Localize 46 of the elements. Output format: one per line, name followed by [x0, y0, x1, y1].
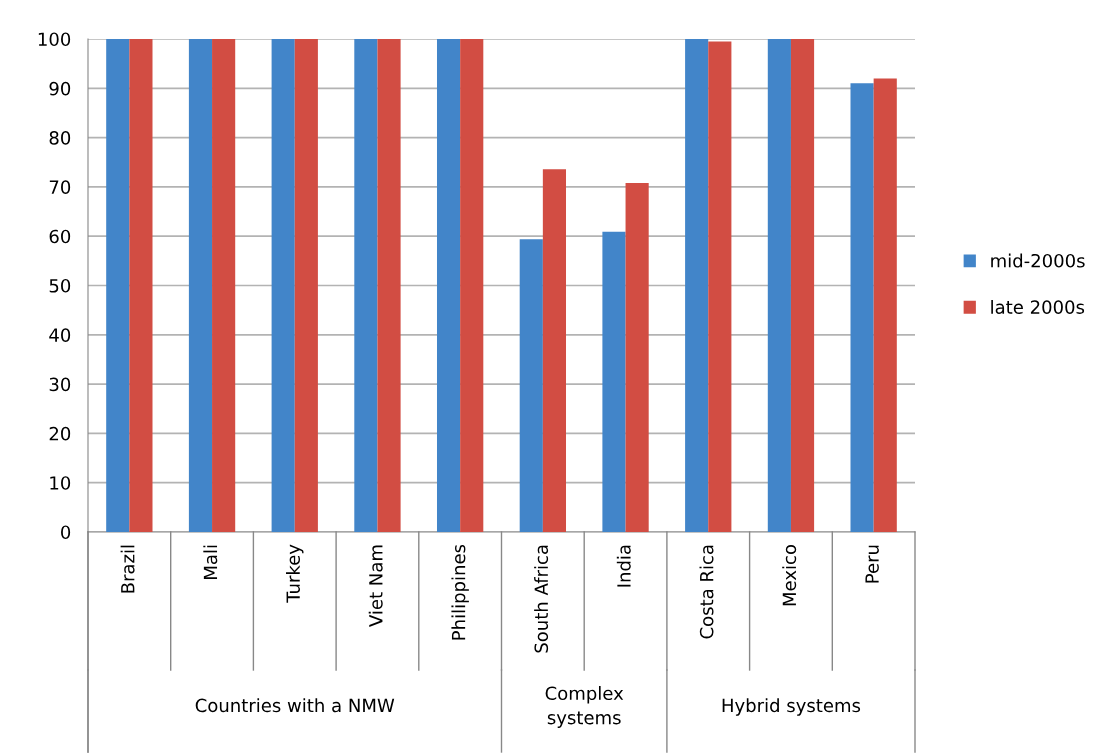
- y-tick-label: 10: [50, 476, 71, 490]
- x-tick-label: India: [616, 545, 631, 587]
- x-tick-label: Philippines: [451, 544, 469, 640]
- y-tick-label: 70: [49, 180, 71, 195]
- bar: [188, 39, 213, 532]
- bar: [106, 39, 130, 532]
- y-tick-label: 50: [49, 278, 71, 293]
- bar: [542, 169, 567, 532]
- y-tick-label: 0: [61, 525, 71, 540]
- bar: [767, 39, 791, 532]
- y-tick-label: 80: [49, 131, 71, 145]
- bar: [519, 239, 543, 532]
- text: Complex systems: [545, 686, 624, 728]
- y-tick-label: 100: [38, 32, 71, 47]
- bar: [708, 41, 732, 532]
- bar: [625, 182, 649, 532]
- bar: [377, 39, 401, 532]
- x-tick-label: Brazil: [120, 545, 135, 593]
- x-tick-label: Peru: [865, 545, 879, 583]
- x-tick-label: Viet Nam: [368, 545, 383, 627]
- y-tick-label: 60: [49, 229, 71, 244]
- bar: [790, 39, 815, 532]
- y-tick-label: 40: [49, 328, 71, 342]
- bar: [271, 39, 295, 532]
- x-tick-label: South Africa: [534, 545, 549, 653]
- bar: [436, 39, 461, 532]
- x-tick-label: Mali: [203, 545, 218, 579]
- bar: [873, 78, 897, 532]
- x-tick-label: Mexico: [782, 544, 797, 606]
- bar: [850, 83, 874, 532]
- bar: [129, 39, 153, 532]
- x-tick-label: Turkey: [286, 544, 304, 603]
- bar: [685, 39, 709, 532]
- bar: [212, 39, 236, 532]
- text: Countries with a NMW: [195, 698, 395, 713]
- bar: [354, 39, 378, 532]
- bar: [460, 39, 484, 532]
- legend-label: late 2000s: [991, 299, 1085, 314]
- y-tick-label: 90: [49, 81, 71, 96]
- y-tick-label: 30: [49, 377, 71, 392]
- text: Hybrid systems: [722, 698, 861, 716]
- y-tick-label: 20: [49, 426, 71, 441]
- bar: [294, 39, 318, 532]
- bar: [602, 231, 626, 532]
- x-tick-label: Costa Rica: [699, 545, 714, 639]
- legend-label: mid-2000s: [991, 253, 1085, 268]
